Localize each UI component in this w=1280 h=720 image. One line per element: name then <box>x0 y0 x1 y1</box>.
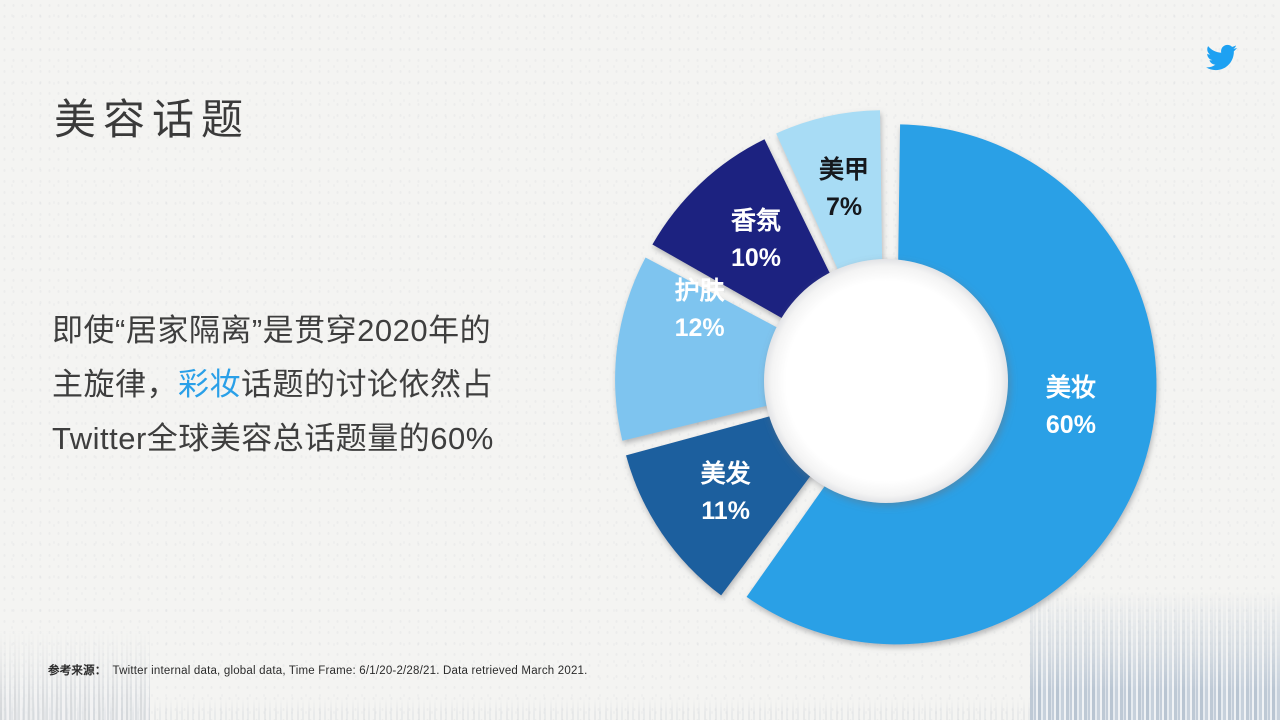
slice-value: 11% <box>701 496 750 525</box>
slice-label-3: 香氛 10% <box>731 203 781 277</box>
slice-value: 7% <box>825 192 863 221</box>
body-text-segment: Twitter全球美容总话题量的60% <box>52 421 494 456</box>
donut-hole <box>764 259 1008 503</box>
slice-value: 60% <box>1045 410 1096 439</box>
twitter-logo-icon <box>1206 44 1238 71</box>
slice-label-0: 美妆 60% <box>1046 370 1096 444</box>
slice-label-1: 美发 11% <box>701 456 751 530</box>
slice-value: 10% <box>730 243 781 272</box>
donut-chart: 美妆 60% 美发 11% 护肤 12% 香氛 10% 美甲 7% <box>606 101 1166 661</box>
grunge-texture-bottom <box>0 698 1280 720</box>
body-text-segment: 话题的讨论依然占 <box>241 367 493 402</box>
slice-label-2: 护肤 12% <box>675 273 725 347</box>
body-text-line: Twitter全球美容总话题量的60% <box>52 412 612 466</box>
source-text: Twitter internal data, global data, Time… <box>112 665 588 677</box>
body-text-accent: 彩妆 <box>178 367 241 402</box>
body-text-line: 即使“居家隔离”是贯穿2020年的 <box>52 304 612 358</box>
body-text-segment: 即使“居家隔离”是贯穿2020年的 <box>52 313 492 348</box>
body-text-line: 主旋律，彩妆话题的讨论依然占 <box>52 358 612 412</box>
slice-name: 护肤 <box>674 277 725 306</box>
slice-value: 12% <box>674 314 725 343</box>
source-note: 参考来源： Twitter internal data, global data,… <box>48 662 588 678</box>
source-label: 参考来源： <box>48 665 107 677</box>
body-text: 即使“居家隔离”是贯穿2020年的 主旋律，彩妆话题的讨论依然占 Twitter全球… <box>52 304 612 466</box>
body-text-segment: 主旋律， <box>52 367 178 402</box>
slice-label-4: 美甲 7% <box>819 152 869 226</box>
slice-name: 美发 <box>700 459 751 488</box>
page-title: 美容话题 <box>54 96 251 143</box>
slice-name: 美甲 <box>819 155 870 184</box>
donut-chart-svg <box>615 110 1157 645</box>
slice-name: 香氛 <box>730 206 781 235</box>
slice-name: 美妆 <box>1045 373 1096 402</box>
